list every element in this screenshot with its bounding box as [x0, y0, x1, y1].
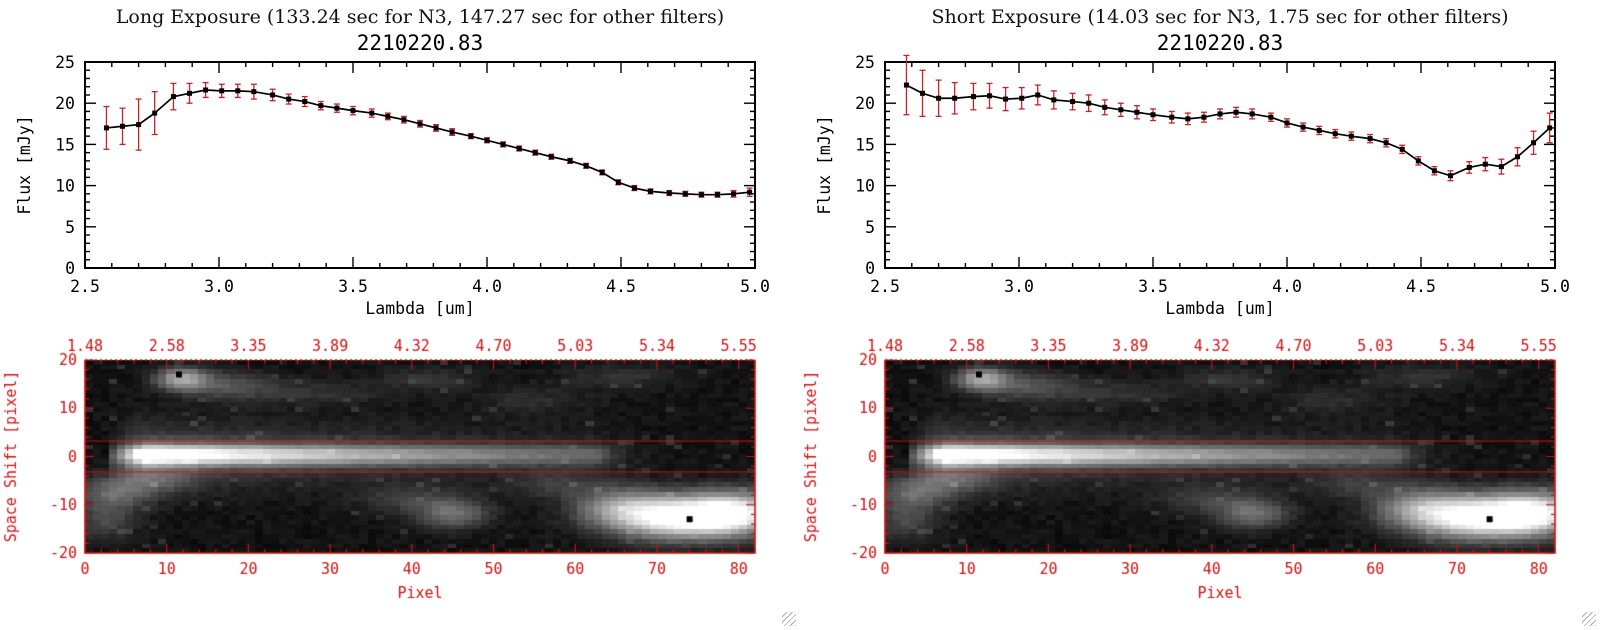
svg-text:5: 5	[865, 218, 875, 237]
svg-text:25: 25	[55, 53, 75, 72]
svg-text:4.0: 4.0	[1272, 277, 1302, 296]
svg-text:15: 15	[855, 135, 875, 154]
spectrum-plot-short-exposure: 2.5 3.0 3.5 4.0 4.5 5.0 0 5 10 15 20 25 2210220.83 Fl…	[815, 31, 1570, 318]
svg-text:25: 25	[855, 53, 875, 72]
svg-text:4.5: 4.5	[1406, 277, 1436, 296]
svg-text:3.0: 3.0	[204, 277, 234, 296]
svg-text:3.5: 3.5	[1138, 277, 1168, 296]
svg-text:15: 15	[55, 135, 75, 154]
svg-text:10: 10	[55, 177, 75, 196]
resize-grip[interactable]	[1582, 612, 1596, 626]
svg-text:5.0: 5.0	[1540, 277, 1570, 296]
svg-text:2210220.83: 2210220.83	[1157, 31, 1283, 55]
svg-text:0: 0	[65, 259, 75, 278]
spectrum-plot-long-exposure: 2.5 3.0 3.5 4.0 4.5 5.0 0 5 10 15 20 25 2210220.83 Fl…	[15, 31, 770, 318]
svg-text:3.5: 3.5	[338, 277, 368, 296]
svg-text:2.5: 2.5	[870, 277, 900, 296]
svg-text:4.0: 4.0	[472, 277, 502, 296]
svg-text:5: 5	[65, 218, 75, 237]
panel-short-exposure: Short Exposure (14.03 sec for N3, 1.75 s…	[800, 0, 1600, 630]
svg-text:Flux [mJy]: Flux [mJy]	[15, 115, 34, 214]
svg-text:10: 10	[855, 177, 875, 196]
svg-text:20: 20	[55, 94, 75, 113]
panel-title-long-exposure: Long Exposure (133.24 sec for N3, 147.27…	[115, 6, 725, 28]
svg-text:2210220.83: 2210220.83	[357, 31, 483, 55]
svg-text:5.0: 5.0	[740, 277, 770, 296]
svg-text:2.5: 2.5	[70, 277, 100, 296]
spectral-image-short-exposure	[800, 330, 1600, 610]
resize-grip[interactable]	[782, 612, 796, 626]
svg-text:20: 20	[855, 94, 875, 113]
panel-title-short-exposure: Short Exposure (14.03 sec for N3, 1.75 s…	[931, 6, 1509, 28]
svg-text:3.0: 3.0	[1004, 277, 1034, 296]
svg-text:4.5: 4.5	[606, 277, 636, 296]
svg-text:Lambda [um]: Lambda [um]	[365, 299, 474, 318]
svg-text:Flux [mJy]: Flux [mJy]	[815, 115, 834, 214]
svg-text:Lambda [um]: Lambda [um]	[1165, 299, 1274, 318]
spectral-image-long-exposure	[0, 330, 800, 610]
panel-long-exposure: Long Exposure (133.24 sec for N3, 147.27…	[0, 6, 800, 626]
svg-text:0: 0	[865, 259, 875, 278]
